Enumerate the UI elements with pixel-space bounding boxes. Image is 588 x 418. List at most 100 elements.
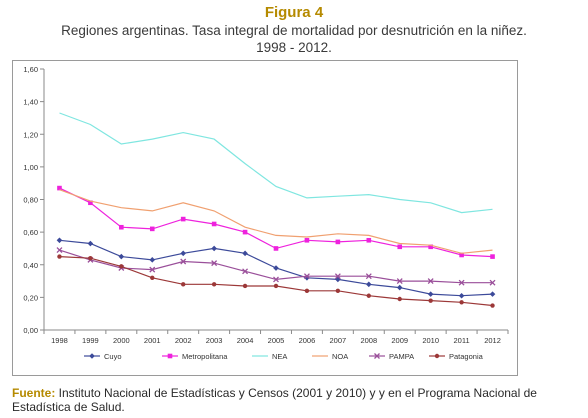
data-point-metropolitana: [335, 239, 341, 245]
y-tick-label: 0,20: [23, 293, 38, 302]
legend-label-patagonia: Patagonia: [449, 352, 484, 361]
data-point-cuyo: [458, 292, 465, 299]
data-point-patagonia: [57, 254, 62, 259]
data-point-metropolitana: [428, 244, 433, 250]
y-tick-label: 1,60: [23, 65, 38, 74]
legend-label-pampa: PAMPA: [389, 352, 414, 361]
y-tick-label: 0,40: [23, 261, 38, 270]
data-point-patagonia: [150, 275, 155, 280]
chart-border: [12, 60, 518, 376]
data-point-patagonia: [181, 282, 186, 287]
data-point-patagonia: [242, 283, 248, 289]
chart-frame: 0,00 0,20 0,40 0,60 0,80 1,00 1,20 1,40 1,60 1998…: [12, 60, 518, 376]
chart-title-line-2: 1998 - 2012.: [256, 40, 332, 55]
series-line-nea: [59, 112, 493, 214]
x-tick-label: 2003: [206, 336, 223, 345]
data-point-metropolitana: [88, 200, 93, 206]
data-point-metropolitana: [490, 254, 495, 259]
data-point-metropolitana: [304, 237, 310, 243]
data-point-cuyo: [87, 240, 94, 247]
y-tick-label: 0,60: [23, 228, 38, 237]
x-tick-label: 2011: [454, 336, 470, 345]
data-point-pampa: [396, 278, 403, 285]
data-point-metropolitana: [180, 216, 186, 222]
data-point-metropolitana: [366, 237, 372, 243]
data-point-patagonia: [211, 282, 217, 287]
data-point-metropolitana: [57, 185, 62, 191]
x-tick-label: 2008: [360, 336, 377, 345]
x-tick-label: 2001: [144, 336, 161, 345]
source-label: Fuente:: [12, 386, 56, 400]
data-point-patagonia: [88, 256, 93, 261]
data-point-patagonia: [490, 303, 495, 308]
data-point-cuyo: [180, 250, 186, 257]
data-point-patagonia: [428, 298, 433, 303]
data-point-patagonia: [335, 288, 341, 294]
data-point-patagonia: [459, 300, 464, 305]
line-chart: 0,00 0,20 0,40 0,60 0,80 1,00 1,20 1,40 1,60 1998…: [12, 60, 518, 376]
legend-marker-pampa: [374, 353, 380, 359]
data-point-pampa: [180, 258, 187, 265]
y-tick-label: 1,20: [23, 130, 38, 139]
legend-label-nea: NEA: [272, 352, 287, 361]
data-point-metropolitana: [119, 224, 124, 230]
data-point-patagonia: [397, 296, 402, 302]
data-point-pampa: [242, 268, 249, 275]
data-point-pampa: [273, 276, 279, 283]
data-point-cuyo: [489, 291, 496, 297]
legend-label-cuyo: Cuyo: [104, 352, 122, 361]
x-tick-label: 2007: [330, 336, 347, 345]
x-tick-label: 2009: [391, 336, 408, 345]
x-tick-label: 1998: [51, 336, 68, 345]
data-point-cuyo: [211, 245, 217, 252]
source-note: Fuente: Instituto Nacional de Estadístic…: [12, 386, 572, 414]
x-tick-label: 2010: [422, 336, 439, 345]
data-point-pampa: [56, 247, 63, 254]
x-tick-label: 2006: [299, 336, 316, 345]
legend-marker-cuyo: [89, 353, 95, 359]
data-point-cuyo: [273, 265, 279, 271]
figure-label: Figura 4: [264, 4, 324, 21]
data-point-metropolitana: [149, 226, 155, 232]
data-point-pampa: [458, 279, 465, 286]
data-point-cuyo: [149, 257, 156, 263]
data-point-pampa: [303, 273, 310, 280]
x-tick-label: 2004: [237, 336, 254, 345]
chart-title-line-1: Regiones argentinas. Tasa integral de mo…: [61, 23, 527, 38]
series-line-noa: [59, 189, 493, 254]
data-point-patagonia: [119, 264, 124, 269]
x-tick-label: 2000: [113, 336, 130, 345]
legend-label-metropolitana: Metropolitana: [182, 352, 228, 361]
data-point-pampa: [149, 266, 156, 273]
legend-marker-metropolitana: [167, 353, 173, 359]
data-point-pampa: [365, 273, 372, 280]
data-point-cuyo: [242, 250, 248, 257]
legend-marker-patagonia: [434, 353, 440, 359]
data-point-cuyo: [366, 281, 372, 288]
data-point-cuyo: [427, 291, 434, 297]
data-point-pampa: [211, 260, 218, 267]
x-tick-label: 1999: [82, 336, 99, 345]
data-point-pampa: [489, 279, 496, 286]
data-point-metropolitana: [459, 252, 464, 258]
data-point-cuyo: [56, 237, 63, 244]
data-point-metropolitana: [242, 229, 248, 235]
data-point-metropolitana: [397, 244, 403, 250]
y-tick-label: 1,40: [23, 98, 38, 107]
y-tick-label: 1,00: [23, 163, 38, 172]
x-tick-label: 2002: [175, 336, 192, 345]
legend-label-noa: NOA: [332, 352, 348, 361]
x-tick-label: 2012: [484, 336, 501, 345]
x-tick-label: 2005: [268, 336, 285, 345]
data-point-cuyo: [304, 275, 310, 281]
data-point-cuyo: [396, 284, 403, 291]
y-tick-label: 0,80: [23, 196, 38, 205]
y-tick-label: 0,00: [23, 326, 38, 335]
data-point-pampa: [334, 273, 341, 280]
data-point-metropolitana: [273, 246, 279, 251]
data-point-cuyo: [118, 253, 125, 260]
data-point-metropolitana: [211, 221, 217, 227]
source-text: Instituto Nacional de Estadísticas y Cen…: [12, 386, 537, 414]
data-point-patagonia: [273, 283, 279, 289]
data-point-pampa: [427, 278, 434, 285]
